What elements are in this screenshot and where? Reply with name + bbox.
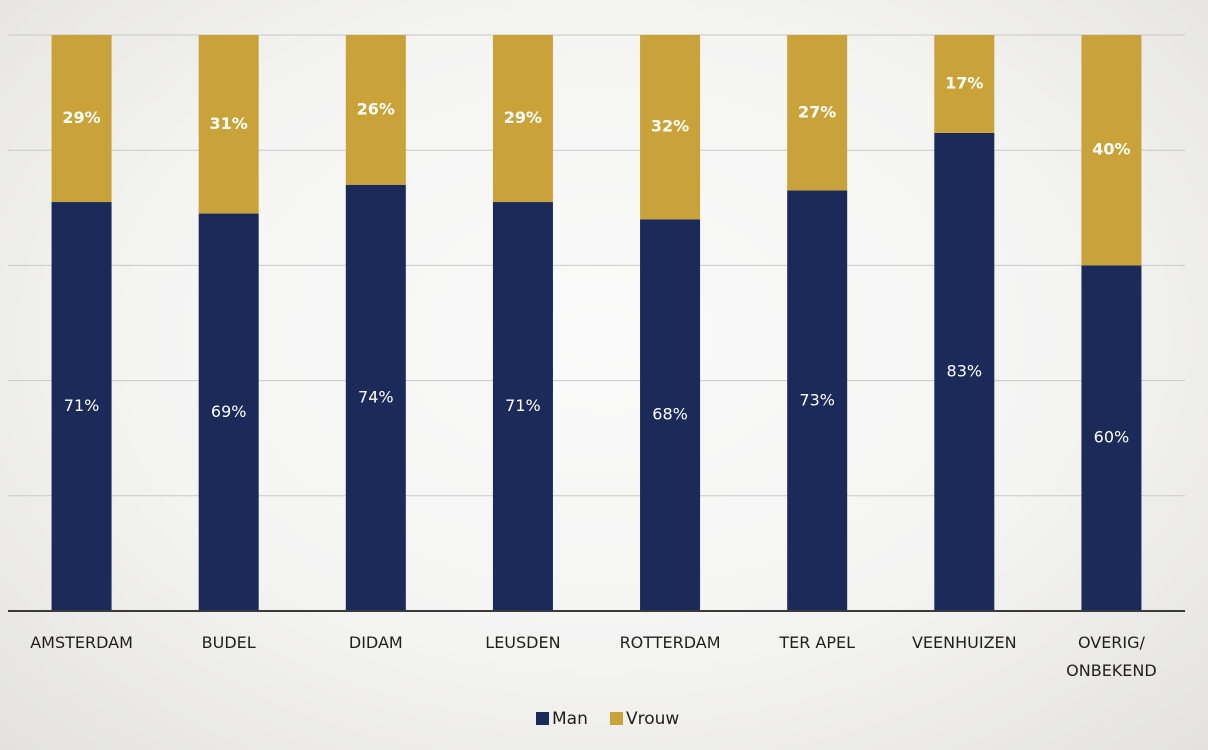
grid-lines (8, 34, 1185, 497)
legend-swatch-vrouw (610, 712, 623, 725)
data-label-vrouw-2: 26% (357, 99, 395, 118)
bar-man-4 (640, 219, 701, 611)
category-label-7: OVERIG/ONBEKEND (1066, 633, 1157, 680)
bar-vrouw-4 (640, 35, 701, 220)
category-label-4: ROTTERDAM (620, 633, 721, 652)
data-label-man-2: 74% (358, 387, 394, 406)
bar-man-7 (1081, 265, 1142, 611)
legend: Man Vrouw (536, 709, 679, 729)
data-label-vrouw-1: 31% (210, 114, 248, 133)
data-label-man-7: 60% (1094, 428, 1130, 447)
data-label-man-6: 83% (947, 361, 983, 380)
bar-man-1 (198, 213, 259, 611)
data-label-vrouw-4: 32% (651, 117, 689, 136)
data-label-man-5: 73% (799, 390, 835, 409)
data-labels: 71% 29% 69% 31% 74% 26% 71% 29% 68% 32% 73% 27% 83% 1… (62, 73, 1130, 446)
bar-man-2 (345, 184, 406, 611)
data-label-man-3: 71% (505, 396, 541, 415)
bar-vrouw-3 (492, 35, 553, 203)
category-label-0: AMSTERDAM (30, 633, 133, 652)
bar-vrouw-6 (934, 35, 995, 133)
bars (51, 35, 1142, 612)
bar-vrouw-1 (198, 35, 259, 214)
category-label-5: TER APEL (778, 633, 855, 652)
data-label-man-0: 71% (64, 396, 100, 415)
data-label-vrouw-3: 29% (504, 108, 542, 127)
bar-man-5 (787, 190, 848, 611)
legend-label-vrouw: Vrouw (626, 709, 679, 729)
bar-man-0 (51, 202, 112, 612)
x-axis: AMSTERDAM BUDEL DIDAM LEUSDEN ROTTERDAM TER A… (8, 610, 1185, 680)
bar-vrouw-0 (51, 35, 112, 203)
bar-vrouw-5 (787, 35, 848, 191)
data-label-man-1: 69% (211, 402, 247, 421)
category-label-2: DIDAM (349, 633, 403, 652)
bar-vrouw-7 (1081, 35, 1142, 266)
category-label-3: LEUSDEN (485, 633, 560, 652)
bar-man-3 (492, 202, 553, 612)
data-label-vrouw-5: 27% (798, 102, 836, 121)
category-label-1: BUDEL (202, 633, 256, 652)
bar-vrouw-2 (345, 35, 406, 185)
bar-man-6 (934, 132, 995, 612)
data-label-vrouw-7: 40% (1092, 140, 1130, 159)
legend-swatch-man (536, 712, 549, 725)
data-label-man-4: 68% (652, 405, 688, 424)
data-label-vrouw-0: 29% (62, 108, 100, 127)
category-label-6: VEENHUIZEN (912, 633, 1017, 652)
data-label-vrouw-6: 17% (945, 73, 983, 92)
legend-label-man: Man (552, 709, 588, 729)
